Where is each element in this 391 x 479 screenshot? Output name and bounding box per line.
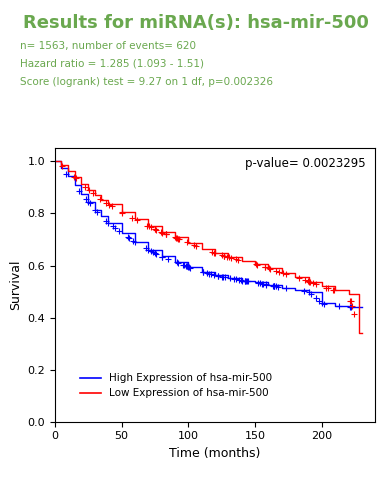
Text: n= 1563, number of events= 620: n= 1563, number of events= 620 [20,41,196,51]
Text: Hazard ratio = 1.285 (1.093 - 1.51): Hazard ratio = 1.285 (1.093 - 1.51) [20,59,204,69]
Text: Results for miRNA(s): hsa-mir-500: Results for miRNA(s): hsa-mir-500 [23,14,368,33]
Text: p-value= 0.0023295: p-value= 0.0023295 [245,157,366,170]
Legend: High Expression of hsa-mir-500, Low Expression of hsa-mir-500: High Expression of hsa-mir-500, Low Expr… [76,369,276,403]
Y-axis label: Survival: Survival [9,260,22,310]
Text: Score (logrank) test = 9.27 on 1 df, p=0.002326: Score (logrank) test = 9.27 on 1 df, p=0… [20,77,273,87]
X-axis label: Time (months): Time (months) [169,447,261,460]
